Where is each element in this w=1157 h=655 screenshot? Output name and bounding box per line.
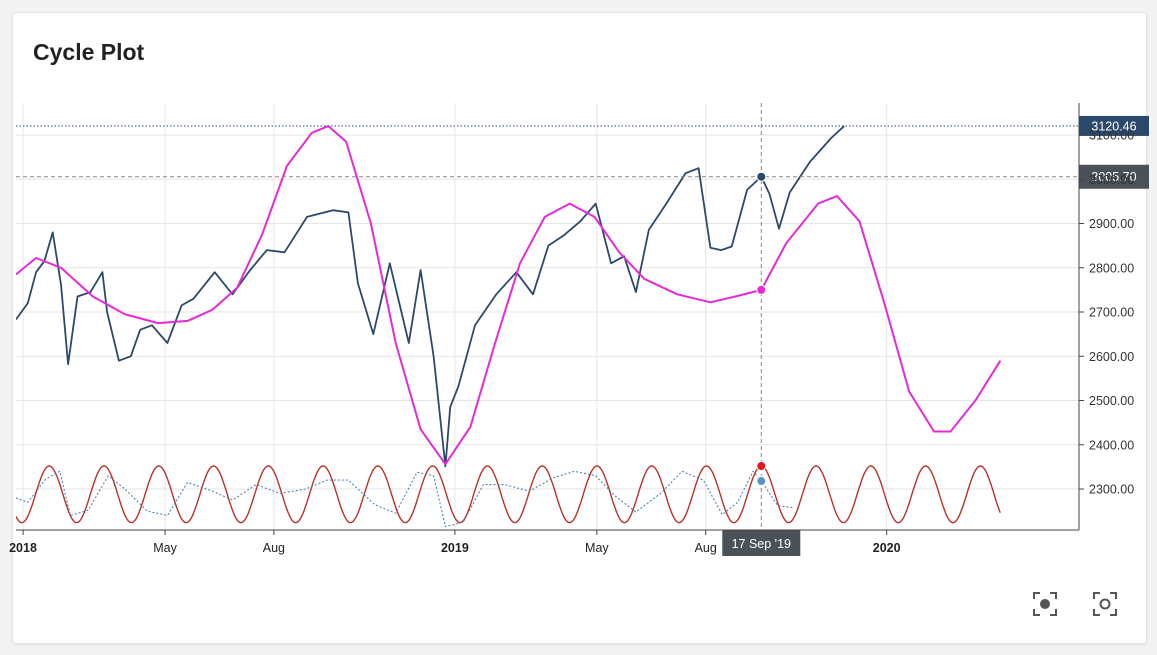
crosshair-date-badge — [722, 530, 801, 556]
y-tick-label: 2500.00 — [1089, 394, 1134, 408]
screenshot-button[interactable] — [1030, 589, 1060, 619]
oscillator-line — [16, 470, 794, 528]
x-tick-label: May — [585, 541, 609, 555]
y-tick-label: 3000.00 — [1089, 173, 1134, 187]
series-layer — [16, 125, 1002, 528]
page-title: Cycle Plot — [33, 39, 145, 65]
snapshot-button[interactable] — [1090, 589, 1120, 619]
y-tick-label: 3100.00 — [1089, 129, 1134, 143]
fast-cycle-line — [16, 465, 1001, 524]
camera-screenshot-icon — [1033, 592, 1057, 616]
crosshair-date-label: 17 Sep '19 — [732, 537, 791, 551]
y-tick-label: 2700.00 — [1089, 306, 1134, 320]
dominant-cycle-line — [16, 125, 1002, 466]
last-price-label: 3120.46 — [1091, 119, 1136, 133]
last-price-badge — [1079, 115, 1149, 136]
y-tick-label: 2800.00 — [1089, 261, 1134, 275]
x-tick-label: 2019 — [441, 541, 469, 555]
y-tick-label: 2900.00 — [1089, 217, 1134, 231]
crosshair-price-label: 3005.70 — [1091, 170, 1136, 184]
x-tick-label: Aug — [695, 541, 717, 555]
crosshair-marker — [756, 171, 767, 182]
crosshair-marker — [756, 284, 767, 295]
x-tick-label: Aug — [263, 541, 285, 555]
y-tick-label: 2600.00 — [1089, 350, 1134, 364]
crosshair-marker — [756, 460, 767, 471]
price-line — [16, 125, 845, 468]
y-tick-label: 2300.00 — [1089, 483, 1134, 497]
crosshair-price-badge — [1079, 164, 1149, 189]
x-tick-label: 2020 — [873, 541, 901, 555]
grid-layer — [16, 103, 1079, 530]
overlay-layer: 3120.46 3005.70 17 Sep '19 — [16, 103, 1149, 556]
camera-snapshot-icon — [1093, 592, 1117, 616]
axis-layer: 2300.00 2400.00 2500.00 2600.00 2700.00 2800.… — [9, 103, 1134, 555]
chart-card: Cycle Plot — [12, 12, 1147, 644]
crosshair-marker — [756, 476, 767, 487]
x-tick-label: May — [153, 541, 177, 555]
y-tick-label: 2400.00 — [1089, 438, 1134, 452]
x-tick-label: 2018 — [9, 541, 37, 555]
